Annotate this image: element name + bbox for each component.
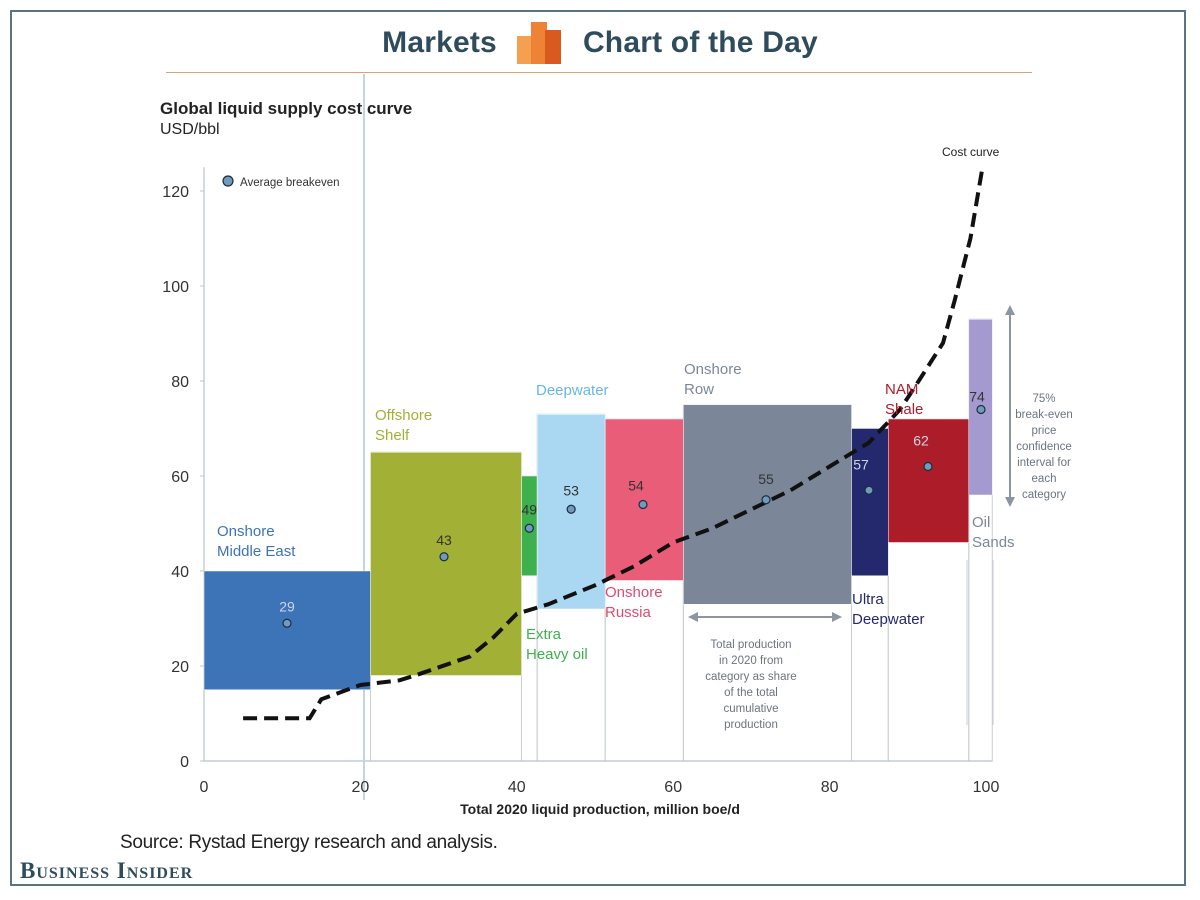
production-note-line: cumulative	[724, 703, 779, 715]
breakeven-value: 62	[913, 433, 929, 449]
breakeven-value: 57	[853, 456, 869, 472]
category-label-line: Deepwater	[536, 382, 609, 399]
logo-bar-3	[544, 30, 561, 64]
breakeven-point	[439, 552, 449, 562]
x-tick-label: 100	[973, 779, 1000, 796]
breakeven-point	[864, 485, 874, 495]
header-markets: Markets	[382, 26, 497, 59]
x-tick-label: 80	[821, 779, 839, 796]
category-label: Deepwater	[536, 382, 609, 399]
logo-bar-1	[516, 36, 533, 64]
category-label-line: Ultra	[852, 591, 884, 608]
confidence-arrow-head-bottom	[1005, 497, 1015, 507]
logo-bar-2	[530, 22, 547, 64]
chart-subtitle: USD/bbl	[160, 121, 220, 138]
chart-title: Global liquid supply cost curve	[160, 99, 412, 118]
breakeven-point	[566, 504, 576, 514]
source-note: Source: Rystad Energy research and analy…	[120, 832, 498, 853]
brand-logo: Business Insider	[20, 858, 194, 883]
breakeven-value: 53	[563, 482, 579, 498]
header: Markets Chart of the Day	[0, 18, 1200, 68]
category-label-line: Deepwater	[852, 611, 925, 628]
y-tick-label: 40	[171, 564, 189, 581]
production-note-line: production	[724, 719, 778, 731]
x-tick-label: 60	[664, 779, 682, 796]
breakeven-point	[524, 523, 534, 533]
x-tick-label: 0	[200, 779, 209, 796]
cost-curve-label: Cost curve	[942, 145, 1000, 159]
category-bar	[888, 418, 970, 543]
category-label-line: Oil	[972, 514, 990, 531]
production-arrow-head-left	[688, 612, 698, 622]
production-note-line: in 2020 from	[719, 655, 783, 667]
category-label-line: Onshore	[684, 361, 742, 378]
production-note-line: of the total	[724, 687, 778, 699]
confidence-note-line: break-even	[1015, 409, 1073, 421]
x-axis-label: Total 2020 liquid production, million bo…	[460, 801, 740, 817]
production-note-line: Total production	[710, 639, 791, 651]
category-label: NAM Shale	[885, 381, 923, 418]
x-tick-label: 20	[352, 779, 370, 796]
category-label-line: Onshore	[217, 523, 275, 540]
category-bar	[604, 418, 684, 581]
breakeven-value: 74	[969, 389, 985, 405]
confidence-arrow-head-top	[1005, 305, 1015, 315]
production-arrow-head-right	[832, 612, 842, 622]
breakeven-value: 29	[279, 598, 295, 614]
cost-curve-line	[243, 169, 985, 721]
category-label-line: Row	[684, 381, 714, 398]
category-label-line: Extra	[526, 626, 562, 643]
x-tick-label: 40	[508, 779, 526, 796]
breakeven-point	[638, 499, 648, 510]
category-label-line: Offshore	[375, 407, 432, 424]
category-bar	[370, 452, 522, 676]
confidence-note-line: each	[1032, 473, 1057, 485]
category-label: Extra Heavy oil	[526, 626, 588, 663]
breakeven-point	[282, 618, 292, 628]
category-label-line: Shelf	[375, 427, 410, 444]
category-label: Onshore Middle East	[217, 523, 296, 560]
category-label-line: Heavy oil	[526, 646, 588, 663]
category-label: Oil Sands	[972, 514, 1015, 551]
category-label-line: Russia	[605, 604, 652, 621]
legend-marker	[222, 175, 234, 187]
breakeven-value: 54	[628, 478, 644, 494]
category-label: Offshore Shelf	[375, 407, 432, 444]
y-tick-label: 80	[171, 374, 189, 391]
confidence-note-line: confidence	[1016, 441, 1072, 453]
header-divider	[166, 72, 1032, 73]
category-bar	[683, 404, 852, 605]
y-tick-label: 100	[162, 279, 189, 296]
header-chart-of-the-day: Chart of the Day	[582, 26, 818, 59]
production-note-line: category as share	[705, 671, 796, 683]
breakeven-value: 55	[758, 471, 774, 487]
category-bar	[203, 570, 371, 690]
breakeven-point	[976, 404, 986, 415]
category-label-line: Middle East	[217, 543, 296, 560]
page-frame	[10, 10, 1186, 886]
category-label-line: Shale	[885, 401, 923, 418]
y-tick-label: 0	[180, 754, 189, 771]
y-tick-label: 20	[171, 659, 189, 676]
breakeven-value: 49	[522, 501, 538, 517]
confidence-note-line: price	[1032, 425, 1057, 437]
breakeven-point	[923, 461, 933, 472]
category-label-line: NAM	[885, 381, 918, 398]
category-label-line: Sands	[972, 534, 1015, 551]
y-tick-label: 60	[171, 469, 189, 486]
y-tick-label: 120	[162, 184, 189, 201]
confidence-note-line: category	[1022, 489, 1066, 501]
category-label-line: Onshore	[605, 584, 663, 601]
confidence-note-line: interval for	[1017, 457, 1071, 469]
category-label: Onshore Russia	[605, 584, 663, 621]
breakeven-point	[761, 495, 771, 505]
legend-label: Average breakeven	[240, 177, 340, 189]
confidence-note-line: 75%	[1032, 393, 1055, 405]
category-label: Onshore Row	[684, 361, 742, 398]
category-label: Ultra Deepwater	[852, 591, 925, 628]
category-bar	[851, 428, 889, 576]
breakeven-value: 43	[436, 532, 452, 548]
chart-logo-icon	[516, 22, 561, 64]
